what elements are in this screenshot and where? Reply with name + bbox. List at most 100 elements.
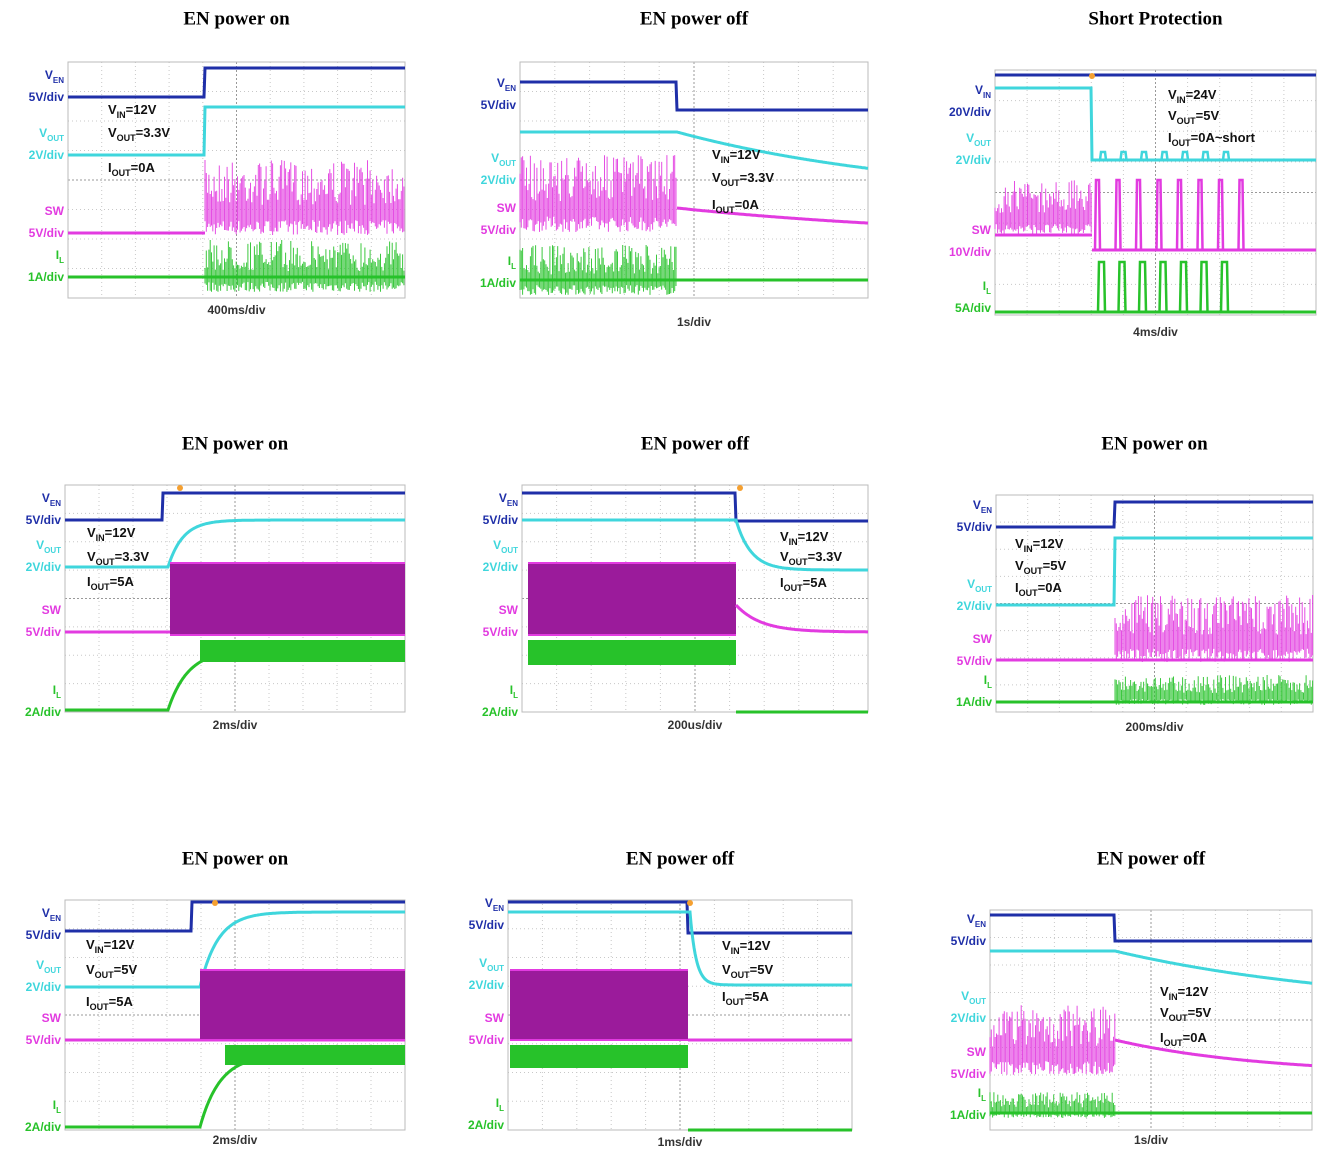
channel-name-part: SW bbox=[45, 204, 65, 218]
channel-name-part: L bbox=[987, 681, 992, 690]
timebase: 1s/div bbox=[1134, 1133, 1168, 1147]
trigger-marker bbox=[687, 900, 693, 906]
channel-name-part: V bbox=[967, 912, 975, 926]
channel-name: VEN bbox=[42, 906, 61, 923]
condition-note-part: OUT bbox=[784, 583, 804, 593]
channel-scale: 1A/div bbox=[956, 695, 992, 709]
channel-scale: 2A/div bbox=[25, 705, 61, 719]
channel-scale: 10V/div bbox=[949, 245, 991, 259]
channel-name-part: EN bbox=[50, 914, 61, 923]
trace-band bbox=[225, 1045, 405, 1065]
channel-name: SW bbox=[42, 603, 62, 617]
trace-band bbox=[200, 970, 405, 1040]
condition-note-part: V bbox=[722, 962, 731, 977]
timebase: 1ms/div bbox=[658, 1135, 703, 1149]
condition-note-part: OUT bbox=[91, 582, 111, 592]
trigger-marker bbox=[737, 485, 743, 491]
channel-name: IL bbox=[984, 673, 992, 690]
channel-name-part: L bbox=[59, 256, 64, 265]
timebase: 200us/div bbox=[668, 718, 723, 732]
channel-name-part: V bbox=[975, 83, 983, 97]
condition-note-part: V bbox=[712, 147, 721, 162]
timebase: 200ms/div bbox=[1125, 720, 1183, 734]
condition-note-part: V bbox=[1160, 1005, 1169, 1020]
channel-name-part: EN bbox=[53, 76, 64, 85]
trace-band bbox=[510, 1045, 688, 1068]
condition-note: IOUT=0A bbox=[108, 160, 155, 178]
channel-name-part: OUT bbox=[487, 964, 504, 973]
condition-note-part: =12V bbox=[730, 147, 761, 162]
channel-name: VOUT bbox=[36, 538, 61, 555]
channel-scale: 5V/div bbox=[469, 918, 505, 932]
condition-note: IOUT=5A bbox=[86, 994, 133, 1012]
channel-scale: 1A/div bbox=[950, 1108, 986, 1122]
condition-note: VOUT=3.3V bbox=[87, 549, 149, 567]
channel-name-part: L bbox=[499, 1104, 504, 1113]
condition-note: VIN=12V bbox=[1160, 984, 1209, 1002]
channel-scale: 2V/div bbox=[469, 978, 505, 992]
channel-scale: 5V/div bbox=[483, 513, 519, 527]
channel-scale: 5V/div bbox=[26, 513, 62, 527]
channel-name-part: V bbox=[497, 76, 505, 90]
channel-name: VOUT bbox=[479, 956, 504, 973]
channel-name-part: L bbox=[513, 691, 518, 700]
condition-note-part: V bbox=[87, 549, 96, 564]
condition-note: VIN=12V bbox=[712, 147, 761, 165]
condition-note: VIN=12V bbox=[108, 102, 157, 120]
condition-note: VIN=12V bbox=[1015, 536, 1064, 554]
condition-note-part: OUT bbox=[90, 1002, 110, 1012]
channel-name: VEN bbox=[967, 912, 986, 929]
channel-name-part: EN bbox=[507, 499, 518, 508]
condition-note-part: =12V bbox=[104, 937, 135, 952]
channel-name-part: EN bbox=[975, 920, 986, 929]
trace-noise bbox=[205, 240, 404, 292]
condition-note-part: OUT bbox=[716, 205, 736, 215]
trigger-marker bbox=[212, 900, 218, 906]
grid-center bbox=[995, 70, 1316, 315]
timebase: 400ms/div bbox=[207, 303, 265, 317]
channel-name-part: L bbox=[986, 287, 991, 296]
condition-note-part: =5A bbox=[110, 574, 135, 589]
condition-note-part: IN bbox=[789, 537, 798, 547]
condition-note-part: =5A bbox=[109, 994, 134, 1009]
channel-name-part: V bbox=[491, 151, 499, 165]
channel-scale: 5V/div bbox=[26, 625, 62, 639]
channel-name-part: OUT bbox=[969, 997, 986, 1006]
condition-note-part: =0A bbox=[1183, 1030, 1208, 1045]
channel-scale: 2A/div bbox=[482, 705, 518, 719]
panel-title: EN power on bbox=[1101, 433, 1208, 454]
condition-note-part: V bbox=[722, 938, 731, 953]
condition-note-part: =5V bbox=[1196, 108, 1220, 123]
channel-scale: 5V/div bbox=[481, 223, 517, 237]
condition-note: VOUT=5V bbox=[722, 962, 773, 980]
channel-name: IL bbox=[510, 683, 518, 700]
condition-note-part: OUT bbox=[726, 997, 746, 1007]
condition-note: VOUT=5V bbox=[1168, 108, 1219, 126]
timebase: 1s/div bbox=[677, 315, 711, 329]
channel-scale: 2V/div bbox=[26, 980, 62, 994]
channel-name-part: EN bbox=[50, 499, 61, 508]
condition-note-part: IN bbox=[96, 533, 105, 543]
panel-title: EN power on bbox=[183, 8, 290, 29]
condition-note-part: =12V bbox=[1178, 984, 1209, 999]
condition-note: IOUT=5A bbox=[780, 575, 827, 593]
condition-note-part: =5V bbox=[1043, 558, 1067, 573]
condition-note-part: OUT bbox=[731, 970, 751, 980]
condition-note-part: IN bbox=[1024, 544, 1033, 554]
condition-note-part: IN bbox=[731, 946, 740, 956]
channel-name: VOUT bbox=[966, 131, 991, 148]
condition-note-part: IN bbox=[95, 945, 104, 955]
channel-name-part: OUT bbox=[499, 159, 516, 168]
channel-name-part: L bbox=[981, 1094, 986, 1103]
condition-note-part: V bbox=[1168, 87, 1177, 102]
condition-note-part: V bbox=[108, 125, 117, 140]
channel-scale: 2V/div bbox=[26, 560, 62, 574]
channel-scale: 5V/div bbox=[26, 928, 62, 942]
condition-note-part: =3.3V bbox=[740, 170, 775, 185]
condition-note-part: OUT bbox=[117, 133, 137, 143]
panel-title: EN power off bbox=[641, 433, 750, 454]
condition-note-part: OUT bbox=[112, 168, 132, 178]
channel-name-part: SW bbox=[497, 201, 517, 215]
condition-note-part: IN bbox=[721, 155, 730, 165]
channel-name: SW bbox=[499, 603, 519, 617]
